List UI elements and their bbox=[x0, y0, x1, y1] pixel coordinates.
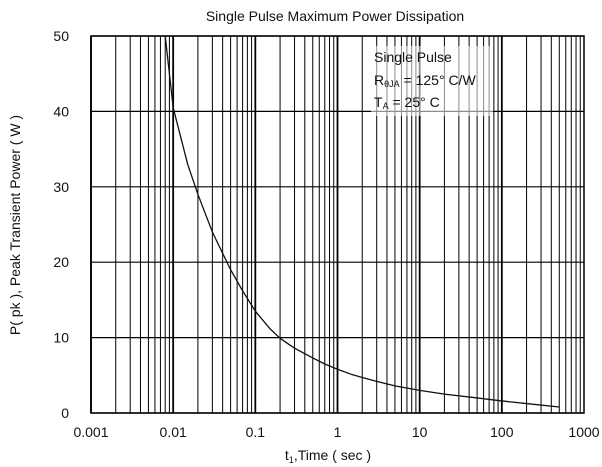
y-tick-label: 20 bbox=[53, 254, 69, 270]
x-tick-label: 1000 bbox=[568, 424, 599, 440]
x-axis-label-subscript: 1 bbox=[289, 455, 294, 465]
x-axis-label: t1,Time ( sec ) bbox=[285, 447, 371, 465]
tick-label-layer: 0.001 0.01 0.1 1 10 100 1000 0 10 20 30 40 50 bbox=[53, 28, 599, 440]
annotation-line-2-sub: θJA bbox=[384, 79, 400, 89]
x-tick-label: 0.1 bbox=[246, 424, 266, 440]
x-tick-label: 0.001 bbox=[73, 424, 108, 440]
y-tick-label: 40 bbox=[53, 103, 69, 119]
y-tick-label: 30 bbox=[53, 179, 69, 195]
x-tick-label: 0.01 bbox=[160, 424, 187, 440]
x-tick-label: 100 bbox=[490, 424, 514, 440]
x-axis-label-prefix: t bbox=[285, 447, 289, 463]
y-tick-label: 10 bbox=[53, 330, 69, 346]
annotation-box: Single Pulse RθJA = 125° C/W TA = 25° C bbox=[371, 46, 493, 116]
plot-frame bbox=[90, 35, 585, 414]
annotation-line-3-rest: = 25° C bbox=[389, 94, 440, 110]
annotation-line-2-rest: = 125° C/W bbox=[400, 72, 477, 88]
chart-title: Single Pulse Maximum Power Dissipation bbox=[206, 8, 464, 24]
x-tick-label: 10 bbox=[412, 424, 428, 440]
annotation-line-1: Single Pulse bbox=[374, 49, 452, 65]
y-tick-label: 50 bbox=[53, 28, 69, 44]
annotation-line-2: RθJA = 125° C/W bbox=[374, 72, 476, 89]
y-tick-label: 0 bbox=[61, 405, 69, 421]
annotation-line-3: TA = 25° C bbox=[374, 94, 440, 111]
grid-layer bbox=[90, 35, 584, 414]
power-curve bbox=[164, 35, 560, 408]
annotation-line-3-sub: A bbox=[383, 101, 389, 111]
annotation-line-3-main: T bbox=[374, 94, 383, 110]
x-tick-label: 1 bbox=[334, 424, 342, 440]
y-axis-label: P( pk ), Peak Transient Power ( W ) bbox=[7, 115, 23, 335]
x-axis-label-rest: ,Time ( sec ) bbox=[294, 447, 371, 463]
annotation-line-2-main: R bbox=[374, 72, 384, 88]
curve-layer bbox=[164, 35, 560, 408]
